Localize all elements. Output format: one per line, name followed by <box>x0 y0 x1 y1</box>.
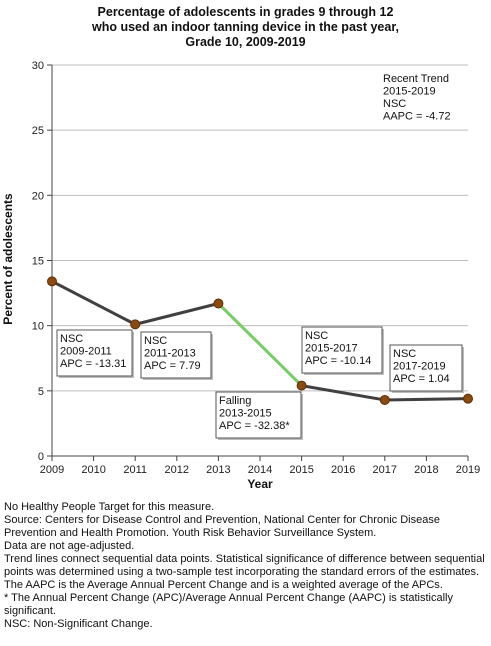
y-tick-label: 10 <box>32 321 44 333</box>
annotation-frame <box>380 70 462 128</box>
x-tick-label: 2014 <box>248 464 272 476</box>
x-tick-label: 2009 <box>40 464 64 476</box>
annotation-frame <box>56 329 133 377</box>
chart-title-line: who used an indoor tanning device in the… <box>91 20 399 34</box>
annotation-line: NSC <box>305 330 328 342</box>
annotation-frame <box>301 326 383 374</box>
y-tick-label: 5 <box>38 386 44 398</box>
y-tick-label: 15 <box>32 256 44 268</box>
annotation-line: Falling <box>219 395 251 407</box>
annotation-line: 2013-2015 <box>219 408 272 420</box>
footnote: NSC: Non-Significant Change. <box>4 618 153 630</box>
x-tick-label: 2015 <box>289 464 313 476</box>
annotation-line: 2011-2013 <box>144 348 196 360</box>
annotation-frame <box>389 344 463 392</box>
annotation-line: APC = -13.31 <box>60 358 126 370</box>
annotation-line: APC = -32.38* <box>219 420 290 432</box>
annotation-line: APC = 7.79 <box>144 360 201 372</box>
grid-lines <box>52 64 468 392</box>
footnote: The AAPC is the Average Annual Percent C… <box>4 579 443 591</box>
x-tick-label: 2018 <box>414 464 438 476</box>
trend-lines <box>50 279 470 402</box>
chart-title: Percentage of adolescents in grades 9 th… <box>0 5 491 50</box>
data-point <box>463 393 473 404</box>
data-point <box>213 298 224 309</box>
y-tick-labels: 0 5 10 15 20 25 30 <box>32 60 44 463</box>
line-chart: 0 5 10 15 20 25 30 2009 2010 2011 2012 2013 2014 201… <box>1 60 480 491</box>
annotation-line: 2015-2019 <box>383 86 436 98</box>
x-tick-label: 2013 <box>206 464 230 476</box>
data-point <box>296 380 307 391</box>
x-tick-labels: 2009 2010 2011 2012 2013 2014 2015 2016 2017 2018… <box>40 464 480 476</box>
data-points <box>47 276 473 405</box>
x-axis-label: Year <box>247 477 273 491</box>
x-tick-label: 2017 <box>373 464 397 476</box>
annotation-line: 2017-2019 <box>393 361 446 373</box>
footnote: * The Annual Percent Change (APC)/Averag… <box>4 592 454 617</box>
x-tick-label: 2011 <box>123 464 147 476</box>
trend-segment <box>300 384 387 402</box>
data-point <box>379 394 390 405</box>
annotation-frame <box>140 331 212 379</box>
axes <box>47 64 469 461</box>
annotation-line: APC = 1.04 <box>393 373 450 385</box>
footnote: Data are not age-adjusted. <box>4 540 135 552</box>
y-axis-label: Percent of adolescents <box>1 193 15 325</box>
annotation-line: 2009-2011 <box>60 346 112 358</box>
annotation-frame <box>215 391 302 439</box>
annotation-line: Recent Trend <box>383 73 449 85</box>
trend-segment <box>133 302 220 326</box>
annotation-line: NSC <box>393 348 416 360</box>
footnotes: No Healthy People Target for this measur… <box>4 501 490 631</box>
trend-segment <box>50 279 137 326</box>
y-tick-label: 25 <box>32 125 44 137</box>
x-tick-label: 2010 <box>81 464 105 476</box>
trend-segment <box>383 397 470 402</box>
footnote: Source: Centers for Disease Control and … <box>4 514 440 539</box>
y-tick-label: 30 <box>32 60 44 72</box>
data-point <box>47 276 57 287</box>
x-tick-label: 2016 <box>331 464 355 476</box>
annotation-line: NSC <box>144 335 167 347</box>
chart-title-line: Percentage of adolescents in grades 9 th… <box>97 5 394 19</box>
footnote: No Healthy People Target for this measur… <box>4 501 215 513</box>
x-tick-label: 2012 <box>165 464 189 476</box>
y-tick-label: 20 <box>32 190 44 202</box>
annotation-line: 2015-2017 <box>305 343 358 355</box>
annotation-line: NSC <box>383 98 406 110</box>
y-tick-label: 0 <box>38 451 44 463</box>
annotation-line: NSC <box>60 333 83 345</box>
x-tick-label: 2019 <box>456 464 480 476</box>
annotation-line: AAPC = -4.72 <box>383 111 451 123</box>
chart-title-line: Grade 10, 2009-2019 <box>185 35 306 49</box>
data-point <box>130 319 141 330</box>
footnote: Trend lines connect sequential data poin… <box>4 553 485 578</box>
annotation-line: APC = -10.14 <box>305 355 371 367</box>
trend-segment <box>216 302 304 388</box>
